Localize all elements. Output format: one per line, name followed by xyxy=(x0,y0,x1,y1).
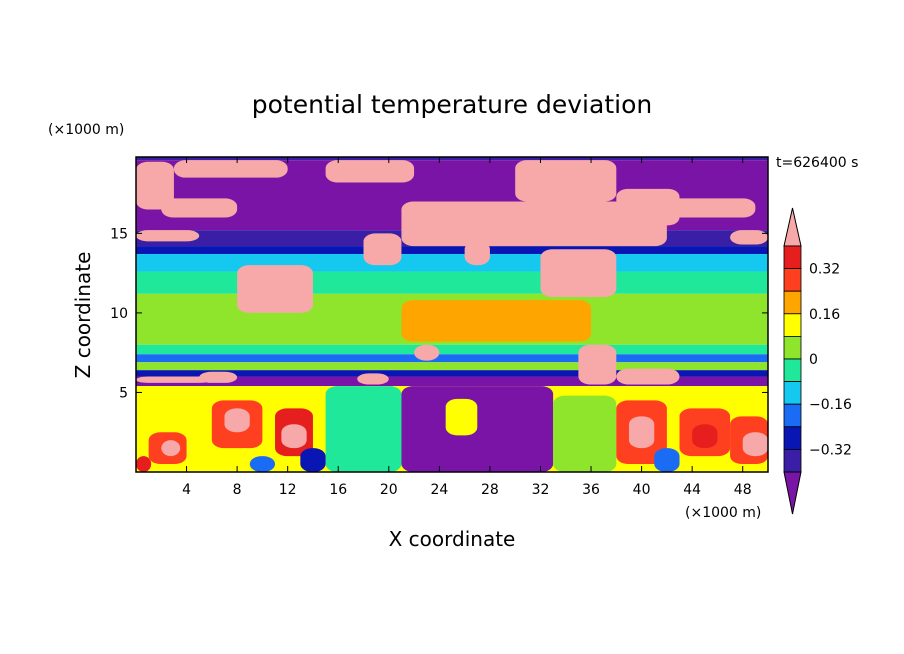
field-band xyxy=(136,254,768,272)
x-axis-ticks: 4 8 12 16 20 24 28 32 36 40 44 48 xyxy=(182,157,752,498)
field-feature xyxy=(692,424,718,449)
x-tick-label: 12 xyxy=(279,482,297,498)
x-tick-label: 16 xyxy=(329,482,347,498)
x-tick-label: 48 xyxy=(734,482,752,498)
field-feature xyxy=(616,188,680,226)
field-feature xyxy=(742,432,768,457)
colorbar-tick-label: 0 xyxy=(809,352,818,368)
field-band xyxy=(136,157,768,161)
colorbar: −0.32 −0.16 0 0.16 0.32 xyxy=(783,207,852,515)
heatmap-plot xyxy=(136,157,768,472)
field-feature xyxy=(300,448,326,472)
field-feature xyxy=(161,440,181,457)
field-feature xyxy=(136,161,174,210)
field-band xyxy=(136,354,768,363)
colorbar-extend-high xyxy=(783,207,802,247)
x-axis-label: X coordinate xyxy=(389,527,516,551)
colorbar-swatch xyxy=(783,426,802,450)
field-feature xyxy=(161,198,238,218)
field-feature xyxy=(401,386,554,472)
x-tick-label: 4 xyxy=(182,482,191,498)
colorbar-swatch xyxy=(783,313,802,337)
field-feature xyxy=(616,368,680,385)
field-feature xyxy=(237,265,313,313)
colorbar-tick-label: 0.16 xyxy=(809,307,840,323)
field-feature xyxy=(578,344,617,385)
colorbar-swatch xyxy=(783,335,802,360)
field-feature xyxy=(515,160,617,202)
field-feature xyxy=(136,230,200,242)
field-feature xyxy=(414,344,440,361)
field-feature xyxy=(325,160,415,183)
colorbar-swatch xyxy=(783,245,802,270)
field-feature xyxy=(224,408,250,433)
field-feature xyxy=(553,395,617,472)
x-axis-unit: (×1000 m) xyxy=(685,505,761,521)
field-feature xyxy=(628,416,655,449)
field-feature xyxy=(281,424,307,449)
colorbar-swatch xyxy=(783,448,802,473)
y-tick-label: 10 xyxy=(110,306,128,322)
x-tick-label: 24 xyxy=(430,482,448,498)
y-tick-label: 15 xyxy=(110,226,128,242)
field-band xyxy=(136,376,768,387)
time-label: t=626400 s xyxy=(776,155,858,171)
x-tick-label: 28 xyxy=(481,482,499,498)
colorbar-tick-label: −0.16 xyxy=(809,397,852,413)
y-axis-unit: (×1000 m) xyxy=(48,122,124,138)
y-tick-label: 5 xyxy=(119,385,128,401)
field-feature xyxy=(654,448,680,472)
colorbar-swatch xyxy=(783,290,802,315)
field-feature xyxy=(249,456,276,472)
colorbar-swatch xyxy=(783,381,802,405)
field-feature xyxy=(730,230,768,245)
chart-title: potential temperature deviation xyxy=(252,90,652,119)
field-feature xyxy=(401,201,667,247)
field-band xyxy=(136,370,768,377)
colorbar-swatch xyxy=(783,268,802,292)
field-feature xyxy=(464,241,490,266)
field-feature xyxy=(136,376,212,383)
field-band xyxy=(136,271,768,294)
x-tick-label: 40 xyxy=(633,482,651,498)
field-feature xyxy=(136,456,152,472)
x-tick-label: 8 xyxy=(233,482,242,498)
field-feature xyxy=(173,160,288,178)
x-tick-label: 44 xyxy=(683,482,701,498)
field-band xyxy=(136,362,768,371)
x-tick-label: 32 xyxy=(532,482,550,498)
y-axis-label: Z coordinate xyxy=(71,252,95,379)
field-band xyxy=(136,344,768,355)
plot-frame xyxy=(135,156,769,473)
x-tick-label: 20 xyxy=(380,482,398,498)
field-feature xyxy=(401,300,592,342)
field-feature xyxy=(666,198,756,218)
field-feature xyxy=(445,398,478,436)
field-feature xyxy=(357,373,389,385)
field-feature xyxy=(540,249,617,297)
field-band xyxy=(136,246,768,255)
y-axis-ticks: 5 10 15 xyxy=(110,226,768,401)
field-feature xyxy=(325,386,402,472)
colorbar-swatch xyxy=(783,358,802,383)
field-feature xyxy=(363,233,402,266)
colorbar-tick-label: −0.32 xyxy=(809,442,852,458)
colorbar-extend-low xyxy=(783,471,802,515)
x-tick-label: 36 xyxy=(582,482,600,498)
colorbar-swatch xyxy=(783,403,802,428)
colorbar-tick-label: 0.32 xyxy=(809,262,840,278)
